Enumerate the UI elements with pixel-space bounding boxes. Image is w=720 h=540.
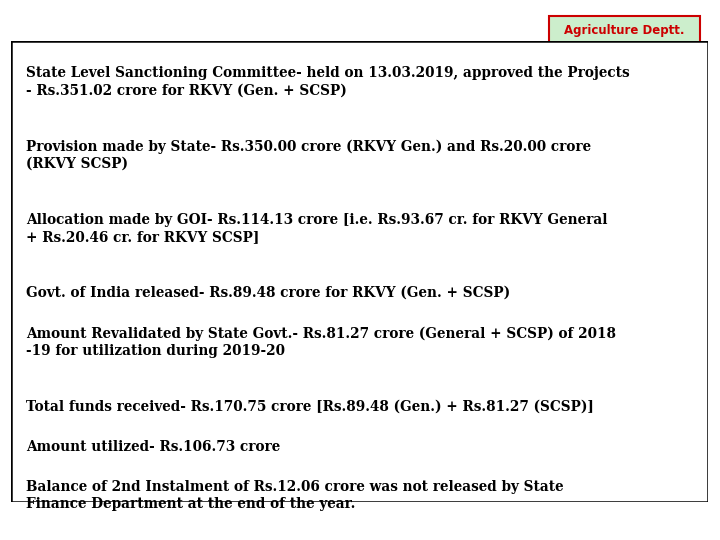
Text: Provision made by State- Rs.350.00 crore (RKVY Gen.) and Rs.20.00 crore
(RKVY SC: Provision made by State- Rs.350.00 crore…	[26, 139, 591, 171]
Text: State Level Sanctioning Committee- held on 13.03.2019, approved the Projects
- R: State Level Sanctioning Committee- held …	[26, 66, 630, 97]
FancyBboxPatch shape	[11, 40, 708, 502]
Text: Balance of 2nd Instalment of Rs.12.06 crore was not released by State
Finance De: Balance of 2nd Instalment of Rs.12.06 cr…	[26, 480, 564, 511]
Text: Amount Revalidated by State Govt.- Rs.81.27 crore (General + SCSP) of 2018
-19 f: Amount Revalidated by State Govt.- Rs.81…	[26, 326, 616, 358]
Text: Amount utilized- Rs.106.73 crore: Amount utilized- Rs.106.73 crore	[26, 440, 280, 454]
Text: Year 2019-20: Year 2019-20	[211, 84, 415, 114]
Text: 19: 19	[618, 463, 634, 476]
Text: Agriculture Deptt.: Agriculture Deptt.	[564, 24, 685, 37]
Text: Allocation made by GOI- Rs.114.13 crore [i.e. Rs.93.67 cr. for RKVY General
+ Rs: Allocation made by GOI- Rs.114.13 crore …	[26, 213, 608, 244]
Text: Total funds received- Rs.170.75 crore [Rs.89.48 (Gen.) + Rs.81.27 (SCSP)]: Total funds received- Rs.170.75 crore [R…	[26, 400, 594, 414]
FancyBboxPatch shape	[549, 16, 701, 46]
Text: Govt. of India released- Rs.89.48 crore for RKVY (Gen. + SCSP): Govt. of India released- Rs.89.48 crore …	[26, 286, 510, 300]
